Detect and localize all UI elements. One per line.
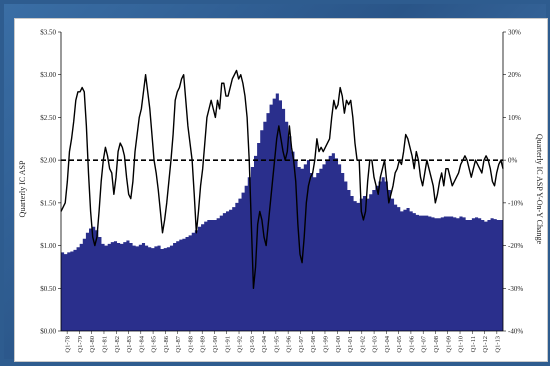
- x-tick-label: Q1-95: [273, 336, 280, 353]
- y2-tick-label: 30%: [508, 29, 521, 37]
- asp-area-layer: [61, 93, 503, 331]
- asp-area: [61, 93, 503, 331]
- y2-tick-label: 10%: [508, 114, 521, 122]
- y2-tick-label: 0%: [508, 157, 518, 165]
- y2-tick-label: -10%: [508, 199, 523, 207]
- y-tick-label: $1.00: [40, 242, 56, 250]
- x-tick-label: Q1-79: [77, 336, 84, 353]
- x-tick-label: Q1-80: [89, 336, 96, 353]
- yoy-line-layer: [60, 69, 504, 289]
- x-tick-label: Q1-90: [212, 336, 219, 353]
- x-tick-label: Q1-91: [224, 336, 231, 353]
- y-tick-label: $0.50: [40, 285, 56, 293]
- x-tick-label: Q1-97: [298, 335, 305, 352]
- x-tick-label: Q1-82: [114, 336, 121, 353]
- x-tick-label: Q1-93: [249, 336, 256, 353]
- x-tick-label: Q1-03: [372, 336, 379, 353]
- x-tick-label: Q1-86: [163, 335, 170, 352]
- chart-frame: $0.00 $0.50 $1.00 $1.50 $2.00 $2.50 $3.00 $3.50…: [4, 4, 548, 362]
- x-tick-label: Q1-05: [396, 336, 403, 353]
- x-tick-label: Q1-12: [482, 336, 489, 353]
- x-tick-label: Q1-07: [421, 335, 428, 352]
- x-tick-label: Q1-13: [494, 336, 501, 353]
- x-tick-label: Q1-78: [65, 336, 72, 353]
- x-tick-label: Q1-00: [335, 336, 342, 353]
- x-tick-label: Q1-92: [237, 336, 244, 353]
- x-tick-label: Q1-83: [126, 336, 133, 353]
- y-tick-label: $1.50: [40, 199, 56, 207]
- x-tick-label: Q1-08: [433, 336, 440, 353]
- y2-tick-label: -30%: [508, 285, 523, 293]
- x-tick-label: Q1-04: [384, 335, 391, 352]
- x-tick-label: Q1-88: [187, 336, 194, 353]
- x-tick-label: Q1-09: [445, 336, 452, 353]
- ic-asp-chart: $0.00 $0.50 $1.00 $1.50 $2.00 $2.50 $3.00 $3.50…: [18, 29, 544, 353]
- x-tick-label: Q1-94: [261, 335, 268, 352]
- y-axis-label: Quarterly IC ASP: [18, 160, 27, 217]
- y-tick-label: $0.00: [40, 328, 56, 336]
- x-tick-label: Q1-02: [359, 336, 366, 353]
- y-tick-label: $3.00: [40, 71, 56, 79]
- x-tick-label: Q1-81: [101, 336, 108, 353]
- x-tick-label: Q1-01: [347, 336, 354, 353]
- y-tick-label: $2.00: [40, 157, 56, 165]
- x-tick-label: Q1-85: [151, 336, 158, 353]
- x-tick-label: Q1-89: [200, 336, 207, 353]
- x-tick-label: Q1-98: [310, 336, 317, 353]
- y-tick-label: $2.50: [40, 114, 56, 122]
- x-tick-label: Q1-11: [470, 336, 477, 352]
- y2-tick-label: -40%: [508, 328, 523, 336]
- axes-layer: $0.00 $0.50 $1.00 $1.50 $2.00 $2.50 $3.00 $3.50…: [40, 29, 523, 353]
- plot-area: $0.00 $0.50 $1.00 $1.50 $2.00 $2.50 $3.00 $3.50…: [14, 18, 548, 362]
- x-tick-label: Q1-99: [322, 336, 329, 353]
- x-tick-label: Q1-84: [138, 335, 145, 352]
- x-tick-label: Q1-87: [175, 335, 182, 352]
- y-tick-label: $3.50: [40, 29, 56, 37]
- x-tick-label: Q1-06: [408, 335, 415, 352]
- y2-tick-label: -20%: [508, 242, 523, 250]
- yoy-line: [60, 69, 504, 289]
- y2-axis-label: Quarterly IC ASP Y-On-Y Change: [535, 134, 544, 245]
- x-tick-label: Q1-10: [458, 336, 465, 353]
- x-tick-label: Q1-96: [286, 335, 293, 352]
- y2-tick-label: 20%: [508, 71, 521, 79]
